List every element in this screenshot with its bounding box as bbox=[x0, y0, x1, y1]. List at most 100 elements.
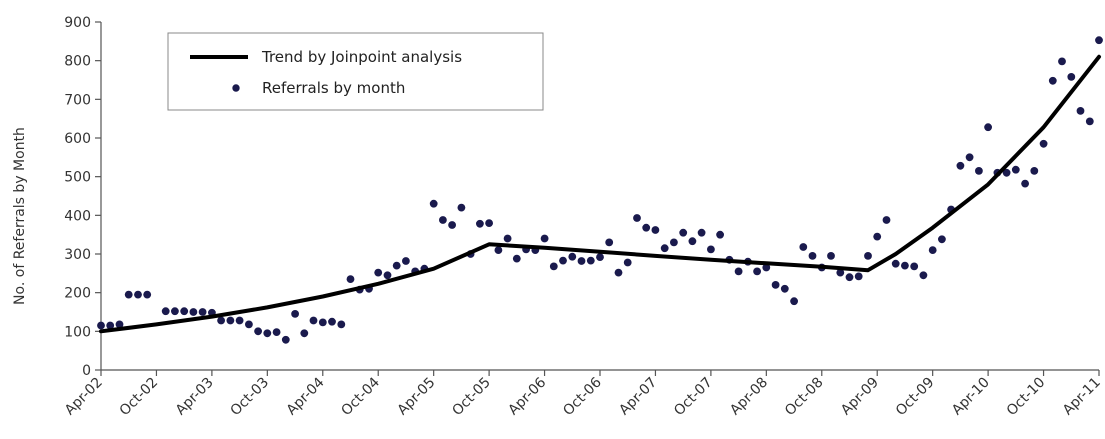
data-point bbox=[965, 153, 974, 162]
y-tick-label: 800 bbox=[64, 54, 91, 70]
x-tick-label: Apr-05 bbox=[395, 375, 439, 419]
data-point bbox=[697, 228, 706, 237]
data-point bbox=[494, 246, 503, 255]
data-point bbox=[790, 297, 798, 306]
data-point bbox=[1002, 168, 1011, 177]
y-tick-label: 100 bbox=[64, 324, 91, 340]
data-point bbox=[623, 258, 632, 267]
x-tick-label: Oct-04 bbox=[338, 374, 383, 419]
data-point bbox=[707, 245, 715, 254]
data-point bbox=[235, 316, 244, 325]
data-point bbox=[1030, 167, 1039, 175]
data-point bbox=[263, 329, 272, 338]
x-tick-label: Oct-05 bbox=[449, 375, 494, 420]
data-point bbox=[919, 271, 928, 280]
data-point bbox=[134, 290, 142, 299]
y-tick-label: 200 bbox=[64, 286, 91, 302]
x-tick-label: Oct-02 bbox=[117, 375, 162, 420]
data-point bbox=[281, 335, 290, 344]
data-point bbox=[189, 308, 198, 316]
x-tick-label: Oct-06 bbox=[560, 374, 605, 419]
data-point bbox=[891, 259, 900, 268]
data-point bbox=[586, 256, 595, 265]
data-point bbox=[217, 316, 226, 325]
y-tick-label: 700 bbox=[64, 92, 91, 108]
data-point bbox=[568, 252, 577, 261]
data-point bbox=[318, 318, 327, 327]
legend-label-trend: Trend by Joinpoint analysis bbox=[261, 48, 462, 66]
data-point bbox=[1011, 165, 1020, 174]
data-point bbox=[1095, 36, 1103, 45]
data-point bbox=[245, 320, 253, 329]
data-point bbox=[402, 257, 410, 265]
data-point bbox=[873, 232, 882, 241]
data-point bbox=[485, 219, 493, 228]
data-point bbox=[753, 267, 761, 276]
data-point bbox=[1067, 73, 1076, 81]
x-tick-label: Oct-08 bbox=[782, 375, 827, 420]
data-point bbox=[559, 256, 567, 265]
data-point bbox=[1039, 139, 1048, 148]
data-point bbox=[771, 281, 780, 289]
data-point bbox=[272, 328, 281, 336]
x-tick-label: Oct-10 bbox=[1004, 375, 1049, 420]
data-point bbox=[1076, 107, 1085, 115]
marker-series bbox=[97, 36, 1103, 344]
data-point bbox=[337, 320, 346, 329]
data-point bbox=[845, 273, 854, 282]
data-point bbox=[670, 238, 678, 247]
data-point bbox=[688, 237, 697, 246]
x-tick-label: Apr-04 bbox=[284, 374, 328, 418]
data-point bbox=[254, 327, 262, 336]
x-tick-label: Oct-07 bbox=[671, 375, 716, 420]
data-point bbox=[614, 268, 623, 277]
data-point bbox=[596, 253, 604, 261]
legend-marker-swatch bbox=[232, 84, 240, 92]
data-point bbox=[124, 290, 133, 299]
data-point bbox=[346, 275, 355, 283]
data-point bbox=[780, 284, 789, 293]
trend-line bbox=[99, 54, 1101, 334]
data-point bbox=[910, 262, 919, 271]
data-point bbox=[799, 243, 808, 251]
data-point bbox=[660, 244, 669, 253]
y-tick-label: 300 bbox=[64, 247, 91, 263]
y-axis-title: No. of Referrals by Month bbox=[12, 127, 28, 305]
data-point bbox=[457, 203, 466, 212]
data-point bbox=[605, 238, 614, 247]
data-point bbox=[549, 262, 558, 271]
data-point bbox=[143, 290, 152, 299]
y-ticks: 0 100 200 300 400 500 600 700 800 900 bbox=[64, 15, 101, 379]
data-point bbox=[1021, 179, 1029, 188]
x-tick-label: Oct-09 bbox=[893, 375, 938, 420]
data-point bbox=[512, 254, 521, 263]
data-point bbox=[171, 307, 179, 316]
data-point bbox=[180, 307, 189, 316]
x-tick-label: Apr-07 bbox=[616, 375, 660, 419]
data-point bbox=[975, 167, 983, 175]
x-tick-label: Apr-03 bbox=[173, 375, 217, 419]
data-point bbox=[1085, 117, 1094, 126]
x-tick-label: Apr-09 bbox=[838, 375, 882, 419]
data-point bbox=[633, 214, 641, 222]
data-point bbox=[309, 316, 318, 325]
data-point bbox=[374, 268, 383, 277]
data-point bbox=[476, 219, 484, 228]
x-tick-label: Oct-03 bbox=[228, 375, 273, 420]
data-point bbox=[429, 199, 438, 208]
y-tick-label: 0 bbox=[82, 363, 91, 379]
data-point bbox=[836, 268, 845, 277]
data-point bbox=[928, 246, 937, 255]
data-point bbox=[716, 230, 724, 239]
x-tick-label: Apr-02 bbox=[62, 375, 106, 419]
x-tick-label: Apr-06 bbox=[505, 374, 549, 418]
data-point bbox=[1058, 57, 1066, 66]
data-point bbox=[328, 317, 336, 326]
data-point bbox=[984, 123, 992, 132]
data-point bbox=[827, 252, 835, 260]
data-point bbox=[882, 216, 891, 224]
y-tick-label: 900 bbox=[64, 15, 91, 31]
y-tick-label: 600 bbox=[64, 131, 91, 147]
